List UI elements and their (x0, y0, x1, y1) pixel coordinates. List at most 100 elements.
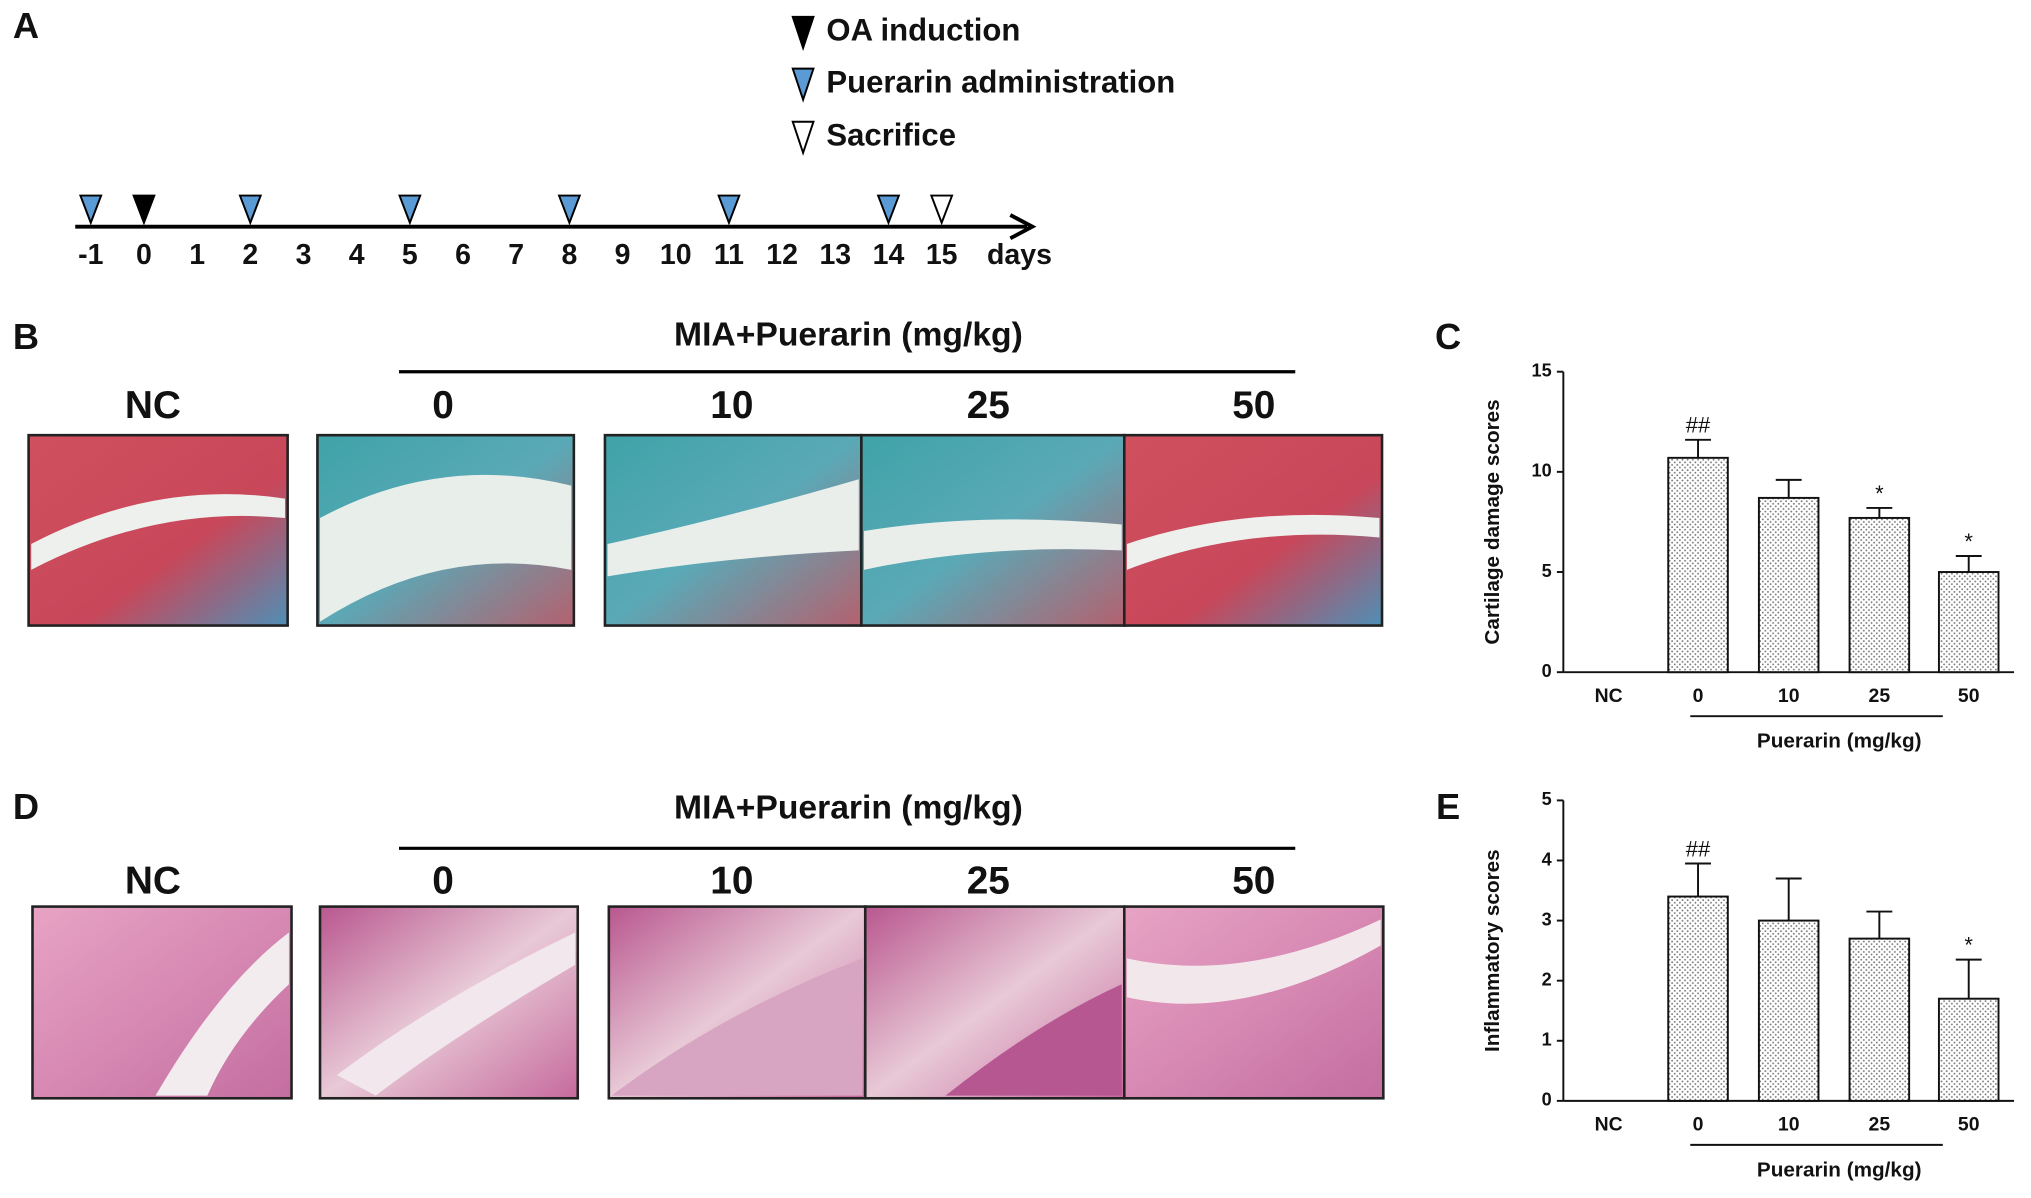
image-label: NC (125, 860, 181, 903)
panel-label: B (13, 316, 39, 357)
bar (1667, 456, 1729, 674)
micrograph (607, 905, 867, 1100)
y-axis-label: Cartilage damage scores (1481, 399, 1504, 644)
legend-marker (791, 120, 815, 156)
bar (1667, 895, 1729, 1102)
day-label: -1 (78, 239, 103, 271)
day-label: 6 (455, 239, 471, 271)
y-axis-label: Inflammatory scores (1481, 849, 1504, 1052)
significance: * (1875, 481, 1884, 506)
micrograph (1122, 433, 1384, 627)
significance: * (1964, 933, 1973, 958)
micrograph (27, 433, 289, 627)
day-label: 10 (660, 239, 692, 271)
event-marker (398, 194, 422, 226)
significance: * (1964, 529, 1973, 554)
x-tick-label: 50 (1958, 685, 1980, 707)
x-tick-label: 10 (1778, 685, 1800, 707)
legend-label: Puerarin administration (826, 64, 1175, 99)
image-label: 10 (710, 384, 753, 427)
micrograph (316, 433, 576, 627)
bar (1937, 571, 2000, 674)
timeline-arrow (1009, 213, 1037, 241)
day-label: 0 (136, 239, 152, 271)
bar (1848, 937, 1911, 1102)
x-tick-label: NC (1595, 685, 1623, 707)
image-label: 0 (432, 384, 454, 427)
panel-label: C (1435, 316, 1461, 357)
y-tick-label: 10 (1532, 461, 1552, 481)
y-tick-label: 0 (1542, 1090, 1552, 1110)
day-label: 14 (873, 239, 905, 271)
event-marker (929, 194, 954, 226)
event-marker (717, 194, 741, 226)
image-label: 25 (967, 384, 1010, 427)
legend-marker (791, 15, 815, 51)
group-title: MIA+Puerarin (mg/kg) (674, 317, 1023, 354)
image-label: 0 (432, 860, 454, 903)
day-label: 4 (349, 239, 365, 271)
y-tick-label: 4 (1542, 849, 1552, 869)
day-label: 3 (296, 239, 312, 271)
event-marker (238, 194, 263, 226)
day-label: 15 (926, 239, 958, 271)
unit-label: days (987, 239, 1052, 271)
event-marker (876, 194, 901, 226)
day-label: 9 (615, 239, 631, 271)
bar (1937, 997, 2000, 1102)
micrograph (860, 433, 1126, 627)
day-label: 12 (766, 239, 798, 271)
y-tick-label: 3 (1542, 909, 1552, 929)
group-label: Puerarin (mg/kg) (1757, 1158, 1922, 1181)
image-label: 10 (710, 860, 753, 903)
x-tick-label: NC (1595, 1114, 1623, 1136)
image-label: NC (125, 384, 181, 427)
image-label: 25 (967, 860, 1010, 903)
y-tick-label: 5 (1542, 789, 1552, 809)
event-marker (132, 194, 156, 226)
y-tick-label: 1 (1542, 1030, 1552, 1050)
image-label: 50 (1232, 860, 1275, 903)
micrograph (318, 905, 580, 1100)
y-tick-label: 5 (1542, 561, 1552, 581)
x-tick-label: 50 (1958, 1114, 1980, 1136)
x-tick-label: 10 (1778, 1114, 1800, 1136)
significance: ## (1686, 413, 1711, 438)
day-label: 2 (242, 239, 258, 271)
x-tick-label: 0 (1693, 1114, 1704, 1136)
micrograph (1122, 905, 1385, 1100)
y-tick-label: 15 (1532, 361, 1552, 381)
day-label: 7 (508, 239, 524, 271)
group-label: Puerarin (mg/kg) (1757, 730, 1922, 753)
panel-label: A (13, 5, 39, 46)
day-label: 1 (189, 239, 205, 271)
x-tick-label: 25 (1869, 1114, 1891, 1136)
event-marker (79, 194, 103, 226)
micrograph (31, 905, 293, 1100)
legend-label: OA induction (826, 13, 1020, 48)
legend-label: Sacrifice (826, 117, 956, 152)
micrograph (603, 433, 863, 627)
y-tick-label: 0 (1542, 661, 1552, 681)
event-marker (557, 194, 582, 226)
histology-images (27, 433, 1385, 1100)
x-tick-label: 0 (1693, 685, 1704, 707)
panel-label: D (13, 786, 39, 827)
day-label: 11 (714, 239, 744, 271)
significance: ## (1686, 836, 1711, 861)
x-tick-label: 25 (1869, 685, 1891, 707)
y-tick-label: 2 (1542, 969, 1552, 989)
group-title: MIA+Puerarin (mg/kg) (674, 789, 1023, 826)
day-label: 13 (819, 239, 851, 271)
day-label: 5 (402, 239, 418, 271)
bar (1757, 919, 1820, 1102)
bar (1757, 496, 1820, 674)
image-label: 50 (1232, 384, 1275, 427)
day-label: 8 (561, 239, 577, 271)
legend-marker (791, 67, 815, 103)
panel-label: E (1436, 786, 1460, 827)
bar (1848, 516, 1911, 674)
micrograph (863, 905, 1126, 1100)
